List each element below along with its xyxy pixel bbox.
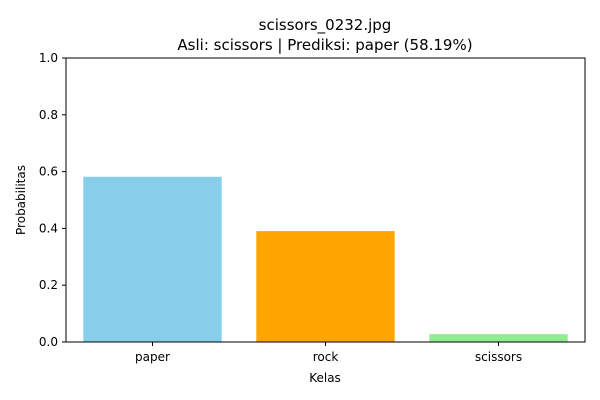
- y-axis: 0.0 0.2 0.4 0.6 0.8 1.0: [39, 51, 66, 349]
- y-tick-label: 0.6: [39, 165, 58, 179]
- x-axis-label: Kelas: [309, 371, 341, 385]
- y-tick-label: 0.4: [39, 221, 58, 235]
- y-tick-label: 0.2: [39, 278, 58, 292]
- bar-rock: [256, 231, 395, 342]
- bars-group: [83, 176, 568, 342]
- y-tick-label: 1.0: [39, 51, 58, 65]
- y-axis-label: Probabilitas: [14, 165, 28, 235]
- chart-title-line2: Asli: scissors | Prediksi: paper (58.19%…: [177, 36, 472, 54]
- bar-scissors: [429, 334, 568, 342]
- plot-frame: [65, 57, 586, 343]
- chart-title-line1: scissors_0232.jpg: [259, 16, 392, 35]
- bar-paper: [83, 176, 222, 342]
- x-axis: paper rock scissors: [135, 342, 522, 364]
- y-tick-label: 0.0: [39, 335, 58, 349]
- x-tick-label-rock: rock: [313, 350, 339, 364]
- x-tick-label-paper: paper: [135, 350, 170, 364]
- y-tick-label: 0.8: [39, 108, 58, 122]
- x-tick-label-scissors: scissors: [475, 350, 522, 364]
